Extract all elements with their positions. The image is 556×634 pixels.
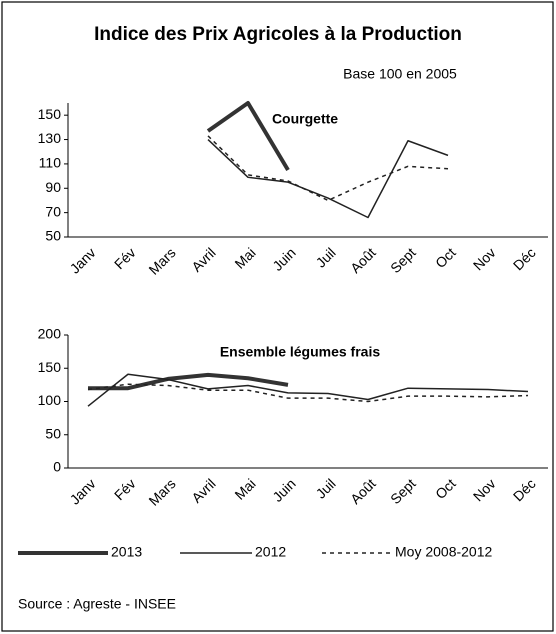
y-tick-label: 150 (38, 359, 62, 375)
y-tick-label: 70 (45, 203, 61, 219)
y-tick-label: 0 (53, 459, 61, 475)
y-tick-label: 110 (39, 155, 62, 171)
chart-title: Ensemble légumes frais (220, 344, 381, 360)
y-tick-label: 50 (45, 228, 61, 244)
y-tick-label: 90 (45, 179, 61, 195)
legend-label: Moy 2008-2012 (395, 544, 493, 560)
y-tick-label: 130 (38, 130, 62, 146)
page-title: Indice des Prix Agricoles à la Productio… (94, 24, 462, 45)
series-line (206, 101, 290, 172)
series-line (87, 383, 529, 403)
subtitle: Base 100 en 2005 (343, 66, 457, 82)
chart-title: Courgette (272, 111, 338, 127)
legend-label: 2013 (111, 544, 142, 560)
legend-label: 2012 (255, 544, 286, 560)
series-line (88, 372, 289, 391)
y-tick-label: 150 (38, 106, 62, 122)
y-tick-label: 100 (38, 392, 62, 408)
series-line (207, 138, 449, 219)
y-tick-label: 50 (45, 425, 61, 441)
y-tick-label: 200 (38, 326, 62, 342)
series-line (87, 373, 529, 407)
source: Source : Agreste - INSEE (18, 596, 176, 612)
series-line (207, 135, 449, 202)
